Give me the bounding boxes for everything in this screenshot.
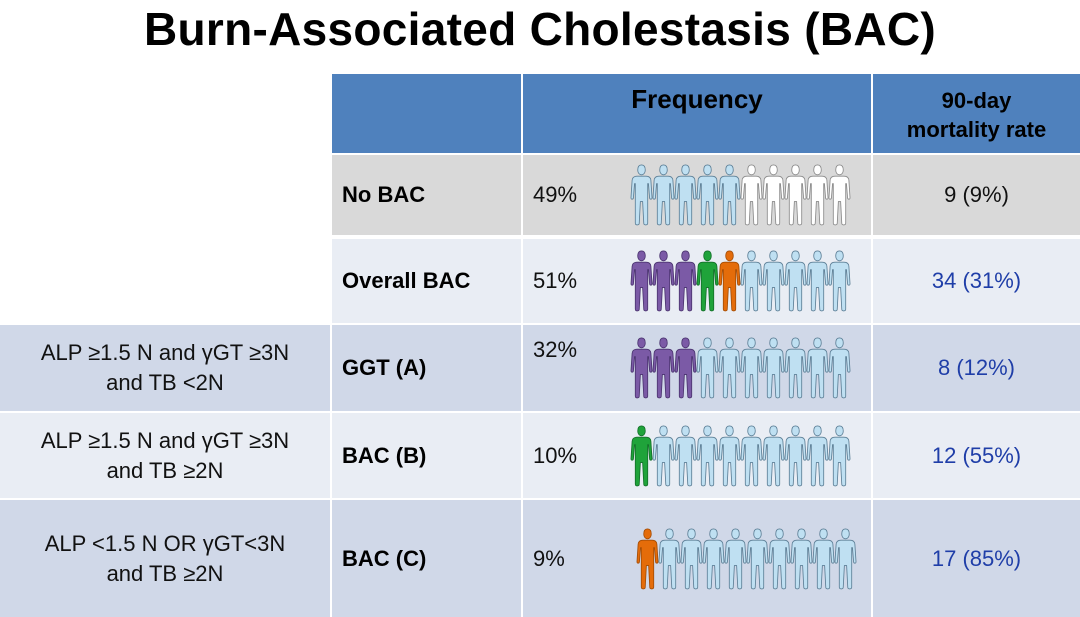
criteria-line2: and TB <2N xyxy=(106,370,224,395)
person-icon-white xyxy=(828,164,851,226)
people-pictogram xyxy=(630,164,851,226)
mortality-cell: 8 (12%) xyxy=(873,325,1080,411)
frequency-value: 51% xyxy=(533,268,578,293)
header-frequency: Frequency xyxy=(523,74,871,153)
criteria-text: ALP <1.5 N OR γGT<3N and TB ≥2N xyxy=(45,529,285,589)
group-name-cell: GGT (A) xyxy=(332,325,521,411)
person-icon-blue xyxy=(718,164,741,226)
mortality-value: 9 (9%) xyxy=(944,182,1009,207)
person-icon-blue xyxy=(702,528,725,590)
mortality-value: 8 (12%) xyxy=(937,355,1016,380)
person-icon-blue xyxy=(658,528,681,590)
person-icon-blue xyxy=(724,528,747,590)
person-icon-blue xyxy=(696,164,719,226)
person-icon-blue xyxy=(812,528,835,590)
person-icon-blue xyxy=(652,425,675,487)
criteria-text: ALP ≥1.5 N and γGT ≥3N and TB ≥2N xyxy=(41,426,289,486)
frequency-value: 9% xyxy=(533,545,565,571)
person-icon-blue xyxy=(674,425,697,487)
person-icon-blue xyxy=(806,425,829,487)
person-icon-white xyxy=(740,164,763,226)
person-icon-blue xyxy=(762,425,785,487)
criteria-text: ALP ≥1.5 N and γGT ≥3N and TB <2N xyxy=(41,338,289,398)
person-icon-blue xyxy=(740,337,763,399)
group-name-cell: BAC (B) xyxy=(332,413,521,498)
mortality-cell: 12 (55%) xyxy=(873,413,1080,498)
person-icon-blue xyxy=(790,528,813,590)
person-icon-blue xyxy=(834,528,857,590)
person-icon-green xyxy=(696,250,719,312)
people-pictogram xyxy=(636,528,857,590)
mortality-value: 17 (85%) xyxy=(931,545,1022,571)
person-icon-blue xyxy=(674,164,697,226)
person-icon-blue xyxy=(696,337,719,399)
person-icon-blue xyxy=(652,164,675,226)
header-mortality-line2: mortality rate xyxy=(906,117,1047,142)
group-name: BAC (C) xyxy=(342,545,427,571)
person-icon-white xyxy=(806,164,829,226)
person-icon-blue xyxy=(828,425,851,487)
person-icon-blue xyxy=(828,250,851,312)
person-icon-blue xyxy=(828,337,851,399)
person-icon-blue xyxy=(718,425,741,487)
group-name-cell: No BAC xyxy=(332,155,521,235)
person-icon-blue xyxy=(740,250,763,312)
group-name-cell: Overall BAC xyxy=(332,239,521,323)
criteria-line2: and TB ≥2N xyxy=(106,457,224,483)
person-icon-blue xyxy=(680,528,703,590)
person-icon-blue xyxy=(696,425,719,487)
mortality-cell: 34 (31%) xyxy=(873,239,1080,323)
criteria-cell: ALP ≥1.5 N and γGT ≥3N and TB ≥2N xyxy=(0,413,330,498)
person-icon-blue xyxy=(718,337,741,399)
person-icon-blue xyxy=(762,250,785,312)
mortality-value: 12 (55%) xyxy=(931,442,1022,468)
page-title: Burn-Associated Cholestasis (BAC) xyxy=(143,3,937,55)
person-icon-blue xyxy=(784,337,807,399)
person-icon-blue xyxy=(740,425,763,487)
mortality-value: 34 (31%) xyxy=(931,268,1022,293)
person-icon-purple xyxy=(674,337,697,399)
criteria-line1: ALP ≥1.5 N and γGT ≥3N xyxy=(40,340,290,365)
mortality-cell: 17 (85%) xyxy=(873,500,1080,617)
person-icon-blue xyxy=(784,425,807,487)
person-icon-blue xyxy=(784,250,807,312)
people-pictogram xyxy=(630,337,851,399)
person-icon-blue xyxy=(806,250,829,312)
group-name: No BAC xyxy=(342,182,426,207)
header-blank-cell xyxy=(332,74,521,153)
people-pictogram xyxy=(630,425,851,487)
group-name: Overall BAC xyxy=(342,268,471,293)
header-mortality: 90-day mortality rate xyxy=(873,74,1080,153)
criteria-cell: ALP <1.5 N OR γGT<3N and TB ≥2N xyxy=(0,500,330,617)
person-icon-purple xyxy=(652,337,675,399)
person-icon-blue xyxy=(806,337,829,399)
group-name: BAC (B) xyxy=(342,442,427,468)
frequency-value: 49% xyxy=(533,182,578,207)
mortality-cell: 9 (9%) xyxy=(873,155,1080,235)
person-icon-purple xyxy=(630,250,653,312)
person-icon-blue xyxy=(762,337,785,399)
person-icon-blue xyxy=(746,528,769,590)
people-pictogram xyxy=(630,250,851,312)
person-icon-orange xyxy=(718,250,741,312)
criteria-line2: and TB ≥2N xyxy=(106,560,224,586)
person-icon-white xyxy=(784,164,807,226)
person-icon-purple xyxy=(652,250,675,312)
person-icon-orange xyxy=(636,528,659,590)
group-name-cell: BAC (C) xyxy=(332,500,521,617)
person-icon-blue xyxy=(768,528,791,590)
criteria-line1: ALP ≥1.5 N and γGT ≥3N xyxy=(40,427,290,453)
frequency-value: 10% xyxy=(533,442,578,468)
criteria-cell: ALP ≥1.5 N and γGT ≥3N and TB <2N xyxy=(0,325,330,411)
person-icon-white xyxy=(762,164,785,226)
criteria-line1: ALP <1.5 N OR γGT<3N xyxy=(44,530,286,556)
person-icon-green xyxy=(630,425,653,487)
person-icon-purple xyxy=(630,337,653,399)
person-icon-purple xyxy=(674,250,697,312)
person-icon-blue xyxy=(630,164,653,226)
header-mortality-line1: 90-day xyxy=(941,88,1012,113)
group-name: GGT (A) xyxy=(342,355,427,380)
frequency-value: 32% xyxy=(533,337,578,362)
